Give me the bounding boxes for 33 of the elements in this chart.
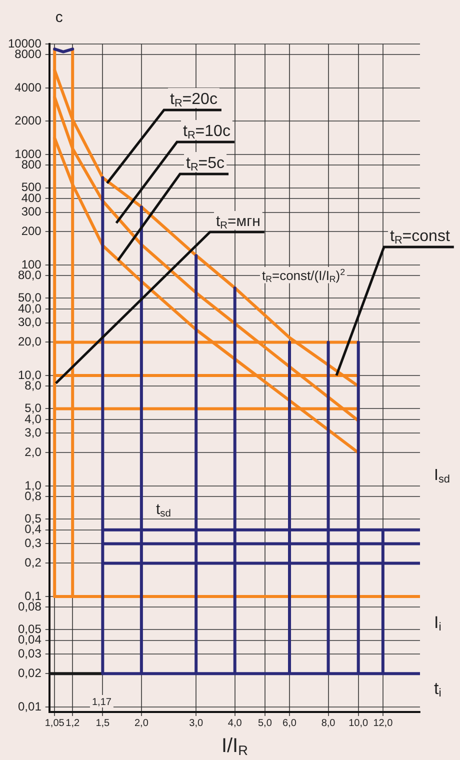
y-tick-label: 4000	[14, 80, 42, 94]
y-tick-label: 3,0	[24, 426, 42, 440]
y-tick-label: 0,1	[24, 588, 42, 603]
y-tick-label: 1,0	[24, 478, 42, 492]
y-tick-label: 30,0	[18, 315, 42, 330]
x-tick-label: 1,05	[44, 718, 65, 729]
y-tick-label: 20,0	[18, 334, 42, 349]
y-tick-label: 5,0	[24, 401, 42, 416]
y-tick-label: 2000	[14, 114, 42, 128]
annotation: 1,17	[92, 697, 112, 708]
y-tick-label: 0,03	[18, 646, 42, 661]
y-axis-title: с	[55, 9, 64, 26]
x-tick-label: 6,0	[282, 718, 297, 729]
y-tick-label: 10,0	[18, 368, 42, 382]
y-tick-label: 0,5	[24, 512, 42, 526]
y-tick-label: 200	[21, 224, 42, 238]
y-tick-label: 0,01	[18, 699, 42, 714]
y-tick-label: 50,0	[18, 290, 42, 305]
x-tick-label: 3,0	[189, 718, 204, 729]
y-tick-label: 0,02	[18, 666, 42, 680]
x-tick-label: 2,0	[134, 718, 149, 729]
y-tick-label: 0,3	[24, 536, 42, 550]
x-tick-label: 12,0	[373, 718, 394, 729]
x-tick-label: 8,0	[321, 718, 336, 729]
y-tick-label: 0,2	[24, 556, 42, 570]
y-tick-label: 300	[21, 204, 42, 219]
y-tick-label: 2,0	[24, 445, 42, 460]
x-tick-label: 5,0	[258, 718, 272, 729]
x-tick-label: 1,5	[96, 718, 110, 729]
y-tick-label: 0,05	[18, 622, 42, 636]
x-tick-label: 4,0	[228, 718, 242, 729]
x-tick-label: 1,2	[66, 718, 80, 729]
x-tick-label: 10,0	[348, 718, 369, 729]
